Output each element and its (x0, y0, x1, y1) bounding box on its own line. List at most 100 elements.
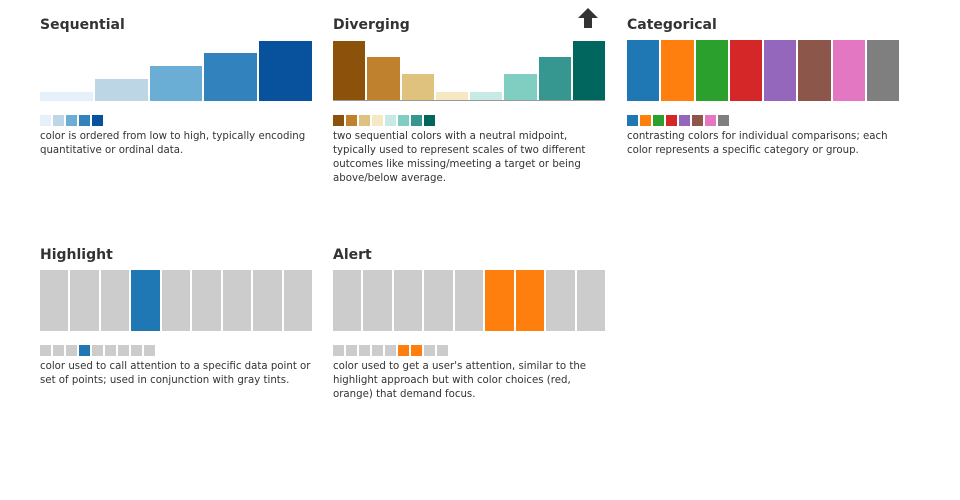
color-swatch (398, 115, 409, 126)
palette-bar (764, 40, 797, 101)
color-swatch (346, 115, 357, 126)
color-swatch (411, 115, 422, 126)
palette-bar (192, 270, 221, 331)
color-swatch (411, 345, 422, 356)
panel-sequential: Sequential color is ordered from low to … (40, 17, 312, 177)
panel-description: two sequential colors with a neutral mid… (333, 131, 586, 184)
panel-highlight: Highlight color used to call attention t… (40, 247, 312, 407)
color-swatch (333, 345, 344, 356)
color-swatch (346, 345, 357, 356)
chart-baseline (333, 100, 605, 101)
palette-chart (40, 40, 312, 101)
panel-description: color is ordered from low to high, typic… (40, 131, 306, 156)
color-swatch (92, 115, 103, 126)
color-swatch (437, 345, 448, 356)
panel-title: Highlight (40, 247, 113, 263)
up-arrow-icon[interactable] (577, 7, 599, 29)
palette-bar (393, 270, 423, 331)
palette-bar (546, 270, 575, 331)
palette-bar (504, 74, 537, 101)
palette-bar (40, 92, 93, 101)
panel-description: color used to get a user's attention, si… (333, 361, 587, 400)
color-swatch (66, 345, 77, 356)
palette-bar (40, 270, 69, 331)
swatch-row (40, 115, 105, 126)
color-swatch (79, 115, 90, 126)
color-swatch (424, 115, 435, 126)
palette-bar (661, 40, 694, 101)
color-swatch (359, 345, 370, 356)
palette-bar (333, 270, 362, 331)
panel-description: color used to call attention to a specif… (40, 361, 311, 386)
palette-bar (70, 270, 99, 331)
color-swatch (705, 115, 716, 126)
color-swatch (372, 115, 383, 126)
color-swatch (40, 345, 51, 356)
panel-title: Diverging (333, 17, 410, 33)
palette-bar (222, 270, 252, 331)
color-swatch (385, 115, 396, 126)
palette-bar (367, 57, 400, 101)
color-swatch (679, 115, 690, 126)
color-swatch (718, 115, 729, 126)
palette-chart (627, 40, 899, 101)
panel-diverging: Diverging two sequential colors with a n… (333, 8, 605, 197)
palette-bar (695, 40, 728, 101)
palette-bar (515, 270, 545, 331)
palette-bar (283, 270, 312, 331)
palette-bar (259, 41, 312, 101)
palette-bar (729, 40, 762, 101)
color-swatch (118, 345, 129, 356)
palette-bar (832, 40, 865, 101)
panel-categorical: Categorical contrasting colors for indiv… (627, 17, 899, 177)
color-swatch (627, 115, 638, 126)
palette-bar (161, 270, 191, 331)
color-swatch (666, 115, 677, 126)
color-swatch (653, 115, 664, 126)
palette-bar (485, 270, 514, 331)
color-swatch (372, 345, 383, 356)
palette-bar (866, 40, 899, 101)
palette-chart (333, 270, 605, 331)
color-swatch (66, 115, 77, 126)
palette-bar (149, 66, 203, 101)
color-swatch (53, 345, 64, 356)
panel-description: contrasting colors for individual compar… (627, 131, 888, 156)
swatch-row (627, 115, 731, 126)
panel-alert: Alert color used to get a user's attenti… (333, 247, 605, 407)
palette-bar (253, 270, 282, 331)
panel-title: Alert (333, 247, 372, 263)
color-swatch (53, 115, 64, 126)
color-swatch (424, 345, 435, 356)
swatch-row (333, 345, 450, 356)
palette-bar (627, 40, 660, 101)
color-swatch (398, 345, 409, 356)
color-swatch (692, 115, 703, 126)
color-swatch (105, 345, 116, 356)
palette-bar (401, 74, 434, 101)
palette-bar (131, 270, 160, 331)
color-swatch (640, 115, 651, 126)
color-swatch (92, 345, 103, 356)
color-swatch (359, 115, 370, 126)
color-swatch (79, 345, 90, 356)
color-swatch (144, 345, 155, 356)
palette-bar (572, 41, 605, 101)
palette-bar (424, 270, 453, 331)
palette-bar (94, 79, 148, 101)
palette-bar (435, 92, 468, 101)
palette-chart (333, 40, 605, 101)
palette-bar (363, 270, 392, 331)
swatch-row (333, 115, 437, 126)
palette-bar (470, 92, 503, 101)
panel-title: Categorical (627, 17, 717, 33)
palette-bar (333, 41, 366, 101)
palette-bar (576, 270, 605, 331)
palette-bar (204, 53, 258, 101)
panel-title: Sequential (40, 17, 125, 33)
swatch-row (40, 345, 157, 356)
color-swatch (333, 115, 344, 126)
color-swatch (385, 345, 396, 356)
palette-bar (538, 57, 571, 101)
palette-chart (40, 270, 312, 331)
